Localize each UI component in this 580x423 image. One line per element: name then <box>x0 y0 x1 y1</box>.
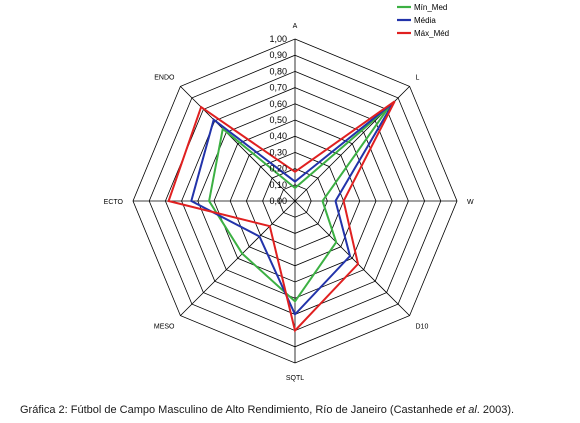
radar-chart: 0,00 0,10 0,20 0,30 0,40 0,50 0,60 0,70 0,80 0,90… <box>104 3 474 382</box>
spoke-d10 <box>294 200 410 316</box>
figure-caption: Gráfica 2: Fútbol de Campo Masculino de … <box>20 404 514 416</box>
legend-label-0: Mín_Med <box>414 3 447 12</box>
radar-tick-labels: 0,00 0,10 0,20 0,30 0,40 0,50 0,60 0,70 0,80 0,90… <box>269 34 287 206</box>
axis-label-l: L <box>416 75 420 82</box>
spoke-meso <box>180 200 296 316</box>
series-line-0 <box>208 106 390 303</box>
axis-label-w: W <box>467 199 474 206</box>
tick-label: 0,80 <box>269 66 287 76</box>
radar-spokes <box>133 39 457 363</box>
tick-label: 0,90 <box>269 50 287 60</box>
series-line-2 <box>167 100 396 333</box>
axis-label-d10: D10 <box>416 324 429 331</box>
tick-label: 0,20 <box>269 164 287 174</box>
tick-label: 0,40 <box>269 131 287 141</box>
caption-italic: et al <box>455 404 477 416</box>
tick-label: 0,50 <box>269 115 287 125</box>
legend-label-2: Máx_Méd <box>414 29 449 38</box>
axis-label-endo: ENDO <box>154 75 175 82</box>
tick-label: 0,30 <box>269 147 287 157</box>
legend: Mín_Med Média Máx_Méd <box>397 3 449 38</box>
axis-label-ecto: ECTO <box>104 199 124 206</box>
spoke-endo <box>180 86 296 202</box>
tick-label: 0,10 <box>269 180 287 190</box>
series-line-1 <box>190 101 395 317</box>
tick-label: 0,00 <box>269 196 287 206</box>
axis-label-sqtl: SQTL <box>286 375 304 382</box>
tick-label: 1,00 <box>269 34 287 44</box>
caption-text: Gráfica 2: Fútbol de Campo Masculino de … <box>20 404 456 416</box>
axis-label-meso: MESO <box>154 324 175 331</box>
tick-label: 0,70 <box>269 83 287 93</box>
axis-label-a: A <box>293 23 298 30</box>
radar-axis-labels: A L W D10 SQTL MESO ECTO ENDO <box>104 23 474 382</box>
tick-label: 0,60 <box>269 99 287 109</box>
caption-tail: . 2003). <box>476 404 515 416</box>
radar-series <box>167 100 396 333</box>
legend-label-1: Média <box>414 16 436 25</box>
